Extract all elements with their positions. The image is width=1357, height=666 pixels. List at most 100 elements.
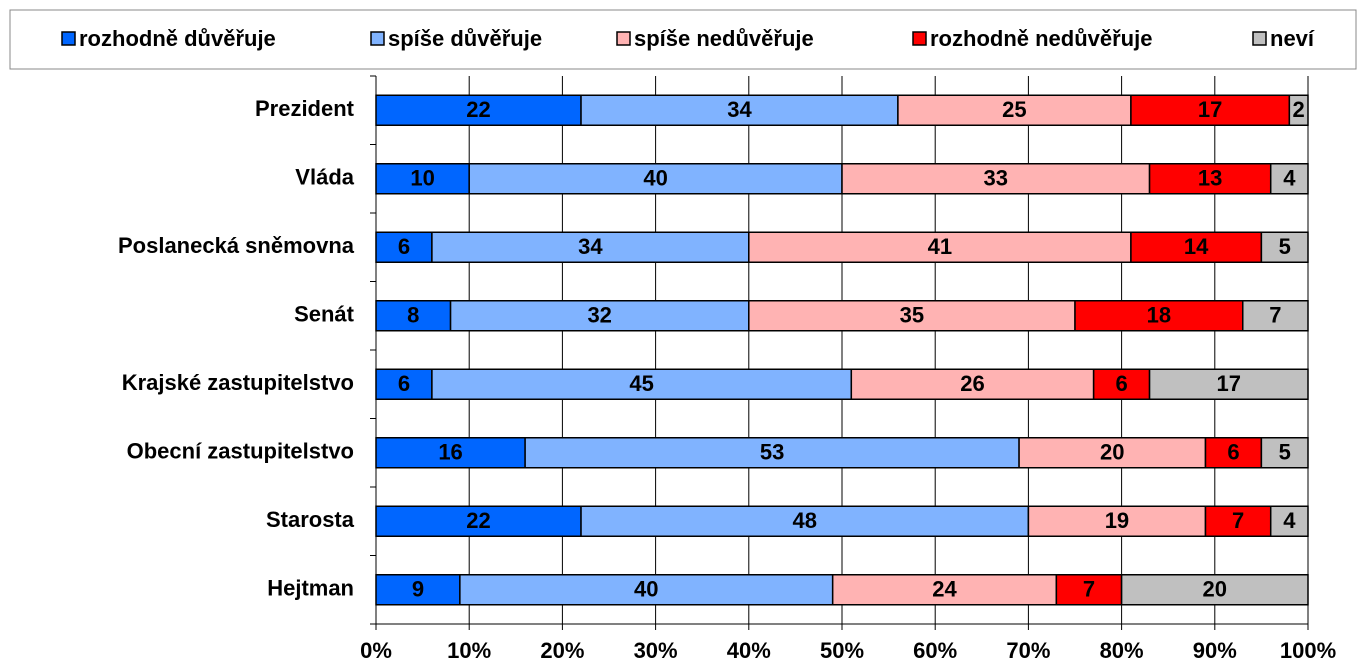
data-label: 48: [792, 508, 816, 533]
legend-label: rozhodně nedůvěřuje: [930, 26, 1152, 51]
x-tick-label: 20%: [540, 638, 584, 663]
legend-label: rozhodně důvěřuje: [79, 26, 276, 51]
bar-segment: [524, 437, 1020, 469]
bar-segment: [1055, 574, 1123, 606]
data-label: 40: [643, 166, 667, 191]
bar-segment: [1204, 505, 1272, 537]
data-label: 4: [1283, 508, 1296, 533]
x-tick-label: 10%: [447, 638, 491, 663]
y-tick-label: Vláda: [295, 165, 354, 190]
bar-segment: [580, 505, 1030, 537]
data-label: 6: [398, 371, 410, 396]
data-label: 5: [1279, 440, 1291, 465]
data-label: 6: [398, 234, 410, 259]
x-tick-label: 90%: [1193, 638, 1237, 663]
data-label: 2: [1293, 97, 1305, 122]
data-label: 19: [1105, 508, 1129, 533]
data-label: 40: [634, 577, 658, 602]
data-label: 10: [410, 166, 434, 191]
data-label: 32: [587, 303, 611, 328]
x-tick-label: 30%: [634, 638, 678, 663]
bar-segment: [1074, 300, 1244, 332]
bar-segment: [580, 94, 899, 126]
data-label: 17: [1198, 97, 1222, 122]
y-tick-label: Starosta: [266, 507, 355, 532]
y-tick-label: Poslanecká sněmovna: [118, 233, 355, 258]
legend-box: [9, 9, 1357, 70]
bar-segment: [375, 574, 461, 606]
bar-segment: [1269, 505, 1309, 537]
data-label: 35: [900, 303, 924, 328]
bar-segment: [1288, 94, 1309, 126]
y-tick-label: Krajské zastupitelstvo: [122, 370, 354, 395]
legend-label: spíše důvěřuje: [388, 26, 542, 51]
legend-swatch: [616, 31, 631, 46]
bar-segment: [748, 231, 1132, 263]
data-label: 22: [466, 97, 490, 122]
bar-segment: [1148, 163, 1272, 195]
bar-segment: [831, 574, 1058, 606]
x-tick-label: 50%: [820, 638, 864, 663]
legend-label: spíše nedůvěřuje: [634, 26, 814, 51]
bar-segment: [1120, 574, 1309, 606]
data-label: 41: [928, 234, 952, 259]
bar-segment: [1269, 163, 1309, 195]
data-label: 20: [1203, 577, 1227, 602]
bar-segment: [1260, 437, 1309, 469]
legend-swatch: [370, 31, 385, 46]
bar-segment: [850, 368, 1095, 400]
data-label: 53: [760, 440, 784, 465]
data-label: 14: [1184, 234, 1209, 259]
x-tick-label: 70%: [1006, 638, 1050, 663]
data-label: 7: [1083, 577, 1095, 602]
bar-segment: [431, 368, 853, 400]
data-label: 7: [1232, 508, 1244, 533]
data-label: 34: [727, 97, 752, 122]
bar-segment: [1148, 368, 1309, 400]
y-tick-label: Senát: [294, 302, 355, 327]
data-label: 6: [1227, 440, 1239, 465]
data-label: 24: [932, 577, 957, 602]
data-label: 7: [1269, 303, 1281, 328]
bar-segment: [1260, 231, 1309, 263]
x-tick-label: 100%: [1280, 638, 1336, 663]
legend-swatch: [912, 31, 927, 46]
data-label: 13: [1198, 166, 1222, 191]
data-label: 45: [629, 371, 653, 396]
legend-swatch: [61, 31, 76, 46]
x-tick-label: 60%: [913, 638, 957, 663]
data-label: 22: [466, 508, 490, 533]
data-label: 4: [1283, 166, 1296, 191]
data-label: 6: [1115, 371, 1127, 396]
legend-label: neví: [1270, 26, 1315, 51]
bar-segment: [1027, 505, 1207, 537]
data-label: 25: [1002, 97, 1026, 122]
bar-segment: [375, 368, 433, 400]
bar-segment: [468, 163, 843, 195]
x-tick-label: 80%: [1100, 638, 1144, 663]
bar-segment: [841, 163, 1151, 195]
data-label: 9: [412, 577, 424, 602]
data-label: 16: [438, 440, 462, 465]
data-label: 33: [984, 166, 1008, 191]
bar-segment: [1130, 231, 1263, 263]
y-tick-label: Hejtman: [267, 576, 354, 601]
data-label: 18: [1147, 303, 1171, 328]
bar-segment: [431, 231, 750, 263]
bar-segment: [375, 231, 433, 263]
bar-segment: [748, 300, 1076, 332]
x-tick-label: 0%: [360, 638, 392, 663]
x-tick-label: 40%: [727, 638, 771, 663]
data-label: 8: [407, 303, 419, 328]
data-label: 17: [1217, 371, 1241, 396]
data-label: 34: [578, 234, 603, 259]
y-tick-label: Obecní zastupitelstvo: [127, 439, 354, 464]
data-label: 20: [1100, 440, 1124, 465]
legend-swatch: [1252, 31, 1267, 46]
y-tick-label: Prezident: [255, 96, 355, 121]
bar-segment: [1242, 300, 1309, 332]
data-label: 26: [960, 371, 984, 396]
data-label: 5: [1279, 234, 1291, 259]
